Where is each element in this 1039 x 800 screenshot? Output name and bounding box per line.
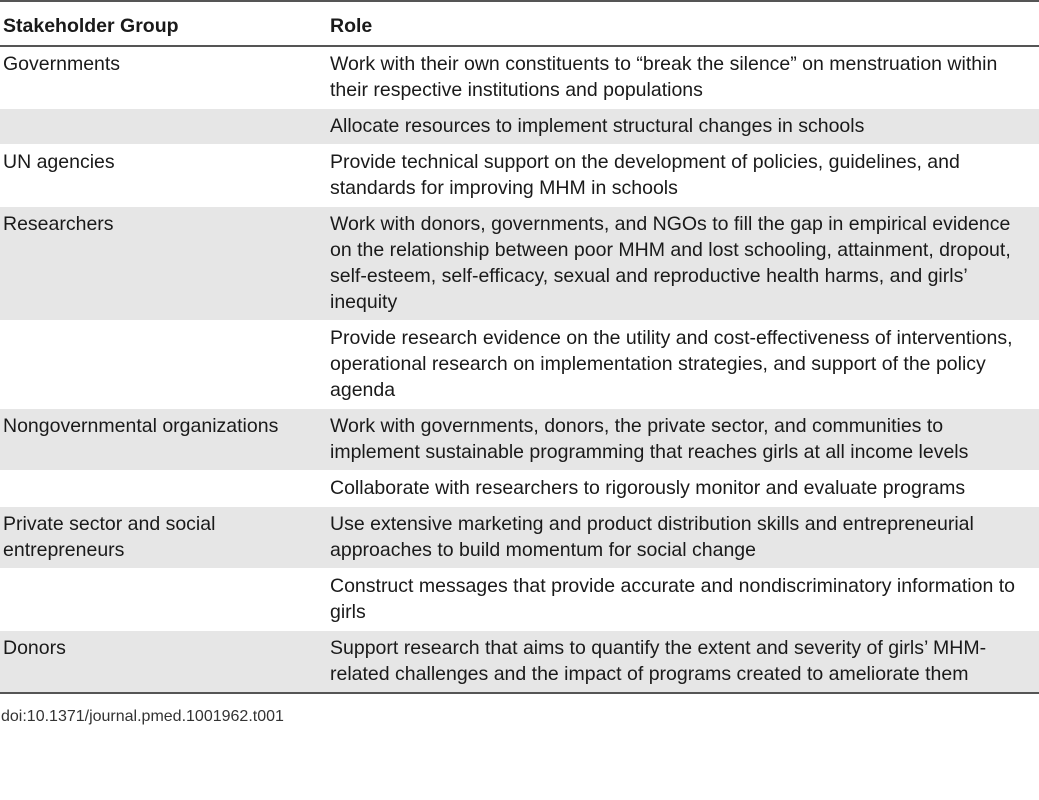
role-cell: Allocate resources to implement structur…: [330, 115, 865, 137]
table-header-row: Stakeholder Group Role: [0, 1, 1039, 46]
table-row: Private sector and social entrepreneurs …: [0, 506, 1039, 569]
table-row: Donors Support research that aims to qua…: [0, 630, 1039, 693]
stakeholder-roles-table: Stakeholder Group Role Governments Work …: [0, 1, 1039, 693]
stakeholder-group-cell: [0, 321, 329, 409]
role-cell: Use extensive marketing and product dist…: [330, 513, 974, 561]
column-header-stakeholder-group: Stakeholder Group: [3, 15, 179, 37]
stakeholder-group-cell: Private sector and social entrepreneurs: [3, 513, 216, 561]
stakeholder-group-cell: Governments: [3, 53, 121, 75]
role-cell: Support research that aims to quantify t…: [330, 637, 987, 685]
stakeholder-group-cell: Nongovernmental organizations: [3, 415, 279, 437]
column-header-role: Role: [330, 15, 373, 37]
stakeholder-group-cell: [0, 569, 329, 631]
table-row: Allocate resources to implement structur…: [0, 108, 1039, 145]
stakeholder-group-cell: [0, 109, 329, 145]
table-row: Construct messages that provide accurate…: [0, 569, 1039, 631]
table-row: Nongovernmental organizations Work with …: [0, 408, 1039, 471]
stakeholder-group-cell: Donors: [3, 637, 66, 659]
table-row: Researchers Work with donors, government…: [0, 206, 1039, 321]
table-row: Provide research evidence on the utility…: [0, 321, 1039, 409]
table-row: Governments Work with their own constitu…: [0, 46, 1039, 109]
role-cell: Provide research evidence on the utility…: [330, 327, 1013, 401]
role-cell: Collaborate with researchers to rigorous…: [330, 477, 966, 499]
table-row: Collaborate with researchers to rigorous…: [0, 471, 1039, 507]
role-cell: Work with governments, donors, the priva…: [330, 415, 969, 463]
table-row: UN agencies Provide technical support on…: [0, 145, 1039, 207]
role-cell: Work with their own constituents to “bre…: [330, 53, 998, 101]
stakeholder-table-figure: Stakeholder Group Role Governments Work …: [0, 1, 1039, 725]
stakeholder-group-cell: Researchers: [3, 213, 114, 235]
role-cell: Work with donors, governments, and NGOs …: [330, 213, 1011, 313]
doi-link[interactable]: doi:10.1371/journal.pmed.1001962.t001: [1, 708, 284, 725]
role-cell: Provide technical support on the develop…: [330, 151, 960, 199]
stakeholder-group-cell: UN agencies: [3, 151, 115, 173]
stakeholder-group-cell: [0, 471, 329, 507]
role-cell: Construct messages that provide accurate…: [330, 575, 1016, 623]
